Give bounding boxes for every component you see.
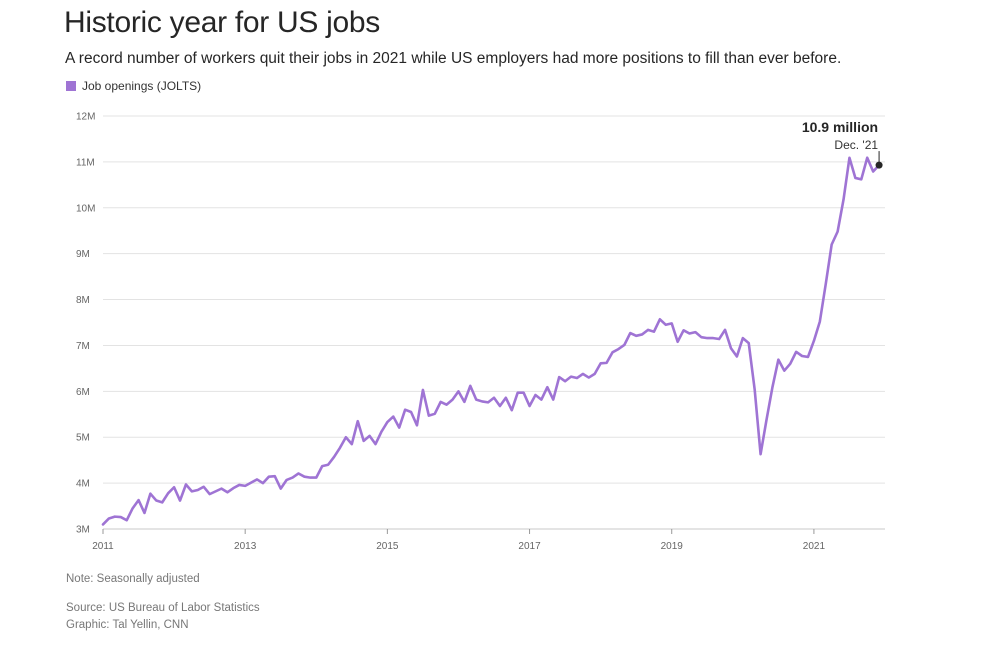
series-line — [101, 156, 881, 526]
legend-swatch — [66, 81, 76, 91]
y-tick-label: 4M — [76, 479, 90, 490]
x-tick-label: 2017 — [518, 541, 541, 552]
y-tick-label: 10M — [76, 203, 95, 214]
y-tick-label: 6M — [76, 387, 90, 398]
x-tick-label: 2021 — [803, 541, 826, 552]
y-tick-label: 7M — [76, 341, 90, 352]
y-tick-label: 3M — [76, 525, 90, 536]
chart-note: Note: Seasonally adjusted — [66, 573, 200, 585]
y-tick-label: 9M — [76, 249, 90, 260]
legend: Job openings (JOLTS) — [66, 79, 201, 93]
chart-title: Historic year for US jobs — [64, 6, 380, 39]
annotation-date: Dec. '21 — [834, 138, 878, 152]
annotation-value: 10.9 million — [802, 119, 878, 135]
x-tick-label: 2019 — [661, 541, 684, 552]
end-point-marker — [875, 161, 883, 169]
chart-source: Source: US Bureau of Labor Statistics — [66, 602, 260, 614]
x-tick-label: 2011 — [92, 541, 114, 552]
chart-credit: Graphic: Tal Yellin, CNN — [66, 619, 189, 631]
y-tick-label: 12M — [76, 112, 95, 123]
legend-label: Job openings (JOLTS) — [82, 79, 202, 93]
chart-subtitle: A record number of workers quit their jo… — [65, 50, 842, 67]
y-tick-label: 11M — [76, 157, 95, 168]
y-tick-label: 8M — [76, 295, 90, 306]
x-tick-label: 2013 — [234, 541, 257, 552]
x-tick-label: 2015 — [376, 541, 399, 552]
y-tick-label: 5M — [76, 433, 90, 444]
